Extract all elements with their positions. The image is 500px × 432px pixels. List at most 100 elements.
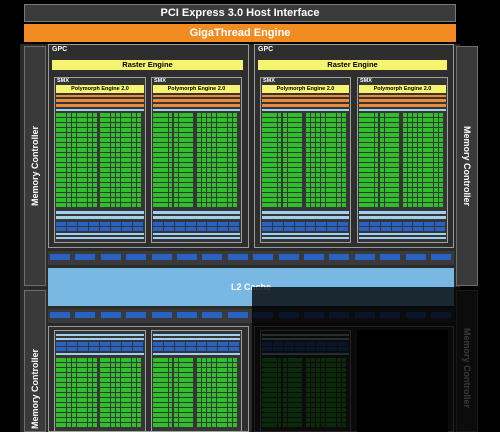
cuda-core <box>206 423 212 427</box>
cuda-core <box>384 173 390 177</box>
cuda-core <box>184 198 189 202</box>
cuda-core <box>189 133 193 137</box>
cuda-core <box>71 183 76 187</box>
cuda-core <box>374 128 379 132</box>
cuda-core <box>87 408 93 412</box>
cuda-core <box>212 398 216 402</box>
cuda-core <box>315 178 321 182</box>
cuda-core <box>412 128 418 132</box>
cuda-core <box>158 203 163 207</box>
cuda-core <box>71 413 76 417</box>
cuda-core <box>92 403 97 407</box>
cuda-core <box>326 163 331 167</box>
cuda-core <box>433 133 439 137</box>
cuda-core <box>136 183 141 187</box>
cuda-core <box>272 178 277 182</box>
cuda-core <box>126 113 131 117</box>
cuda-core <box>82 163 87 167</box>
cuda-core <box>77 358 82 362</box>
cuda-core <box>201 148 207 152</box>
cuda-core <box>115 193 120 197</box>
cuda-core <box>212 178 216 182</box>
cuda-core <box>206 138 212 142</box>
cuda-core <box>189 138 193 142</box>
cuda-core <box>66 148 72 152</box>
cuda-core <box>184 143 189 147</box>
cuda-core <box>287 128 293 132</box>
cuda-core <box>100 113 105 117</box>
cuda-core <box>331 188 337 192</box>
cuda-core <box>153 138 158 142</box>
cuda-core <box>189 358 193 362</box>
cuda-core <box>189 128 193 132</box>
cuda-core <box>321 143 325 147</box>
memory-interface-segment <box>151 254 172 260</box>
cuda-core <box>369 193 374 197</box>
cuda-core <box>163 418 168 422</box>
cuda-core <box>310 113 316 117</box>
cuda-core <box>428 118 434 122</box>
cuda-core <box>222 413 228 417</box>
cuda-core <box>110 373 116 377</box>
cuda-core <box>153 158 158 162</box>
cuda-core <box>206 178 212 182</box>
cuda-core <box>131 373 137 377</box>
cuda-core <box>178 138 184 142</box>
cuda-core <box>331 143 337 147</box>
cuda-core <box>82 193 87 197</box>
cuda-core <box>105 203 110 207</box>
cuda-core <box>77 363 82 367</box>
texture-unit <box>122 222 132 226</box>
cuda-core <box>359 193 364 197</box>
cuda-core <box>227 173 233 177</box>
cuda-core <box>390 168 395 172</box>
cuda-core <box>168 143 173 147</box>
cuda-core <box>305 153 311 157</box>
cuda-core <box>201 423 207 427</box>
cuda-core <box>315 188 321 192</box>
cuda-core <box>390 138 395 142</box>
cuda-core <box>201 163 207 167</box>
cuda-core <box>61 168 66 172</box>
texture-unit <box>89 347 99 351</box>
cuda-core <box>395 188 399 192</box>
cuda-core <box>105 128 110 132</box>
cuda-core <box>438 123 443 127</box>
cuda-core <box>321 163 325 167</box>
cuda-core <box>61 203 66 207</box>
cuda-core <box>341 188 346 192</box>
texture-unit <box>435 222 445 226</box>
cuda-core <box>379 118 385 122</box>
cuda-core <box>131 118 137 122</box>
cuda-core <box>168 398 173 402</box>
cuda-core <box>77 418 82 422</box>
register-file-bar <box>56 109 144 111</box>
cuda-core <box>298 163 302 167</box>
cuda-core <box>184 368 189 372</box>
cuda-core <box>262 203 267 207</box>
cuda-core <box>326 138 331 142</box>
cuda-core <box>423 188 428 192</box>
cuda-core <box>272 118 277 122</box>
memory-interface-segment <box>278 254 299 260</box>
cuda-core <box>438 188 443 192</box>
polymorph-engine: Polymorph Engine 2.0 <box>262 85 349 93</box>
cuda-core <box>201 118 207 122</box>
cuda-core <box>282 143 288 147</box>
cuda-core <box>407 193 413 197</box>
cuda-core <box>423 138 428 142</box>
cuda-core <box>232 188 237 192</box>
cuda-core <box>115 388 120 392</box>
cuda-core <box>227 373 233 377</box>
cuda-core <box>206 408 212 412</box>
cuda-core <box>66 363 72 367</box>
cuda-core <box>262 168 267 172</box>
cuda-core <box>131 193 137 197</box>
cuda-core <box>402 123 408 127</box>
cuda-core <box>92 143 97 147</box>
cuda-core <box>131 153 137 157</box>
cuda-core <box>184 373 189 377</box>
cuda-core <box>196 388 202 392</box>
cuda-core <box>267 138 272 142</box>
cuda-core <box>326 198 331 202</box>
